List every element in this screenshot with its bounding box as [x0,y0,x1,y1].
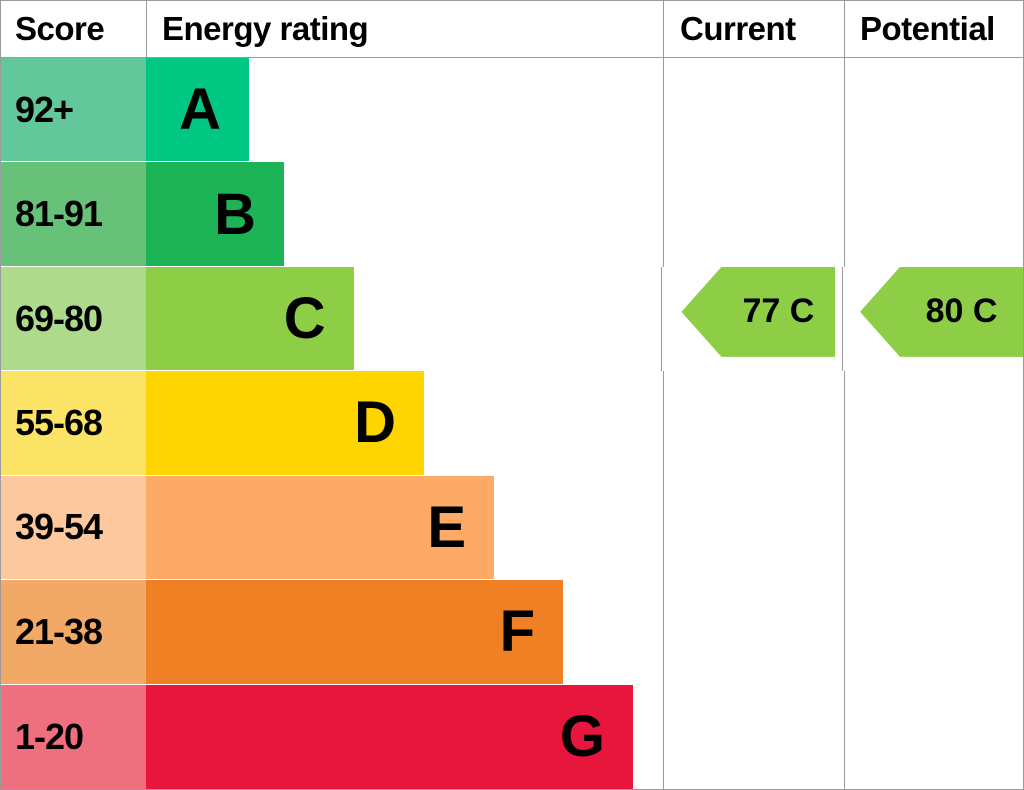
score-label: 81-91 [15,193,103,235]
potential-cell [844,684,1023,789]
header-current-label: Current [680,10,796,47]
header-score-label: Score [15,10,105,47]
rating-bar: B [146,162,284,267]
header-current: Current [663,1,844,57]
potential-cell [844,162,1023,267]
band-row: 39-54 E [1,475,1023,581]
score-label: 21-38 [15,610,103,652]
potential-cell [844,475,1023,581]
score-cell: 81-91 [1,162,146,267]
table-header: Score Energy rating Current Potential [1,1,1023,58]
potential-rating-value: 80 C [925,292,998,331]
band-row: 81-91 B [1,162,1023,267]
score-label: 1-20 [15,715,84,757]
potential-cell: 80 C [842,266,1023,372]
current-cell [663,580,844,685]
score-cell: 21-38 [1,580,146,685]
potential-cell [844,371,1023,476]
rating-bar-area: F [146,580,663,685]
rating-letter: E [427,494,466,560]
potential-rating-arrow: 80 C [860,266,1023,357]
rating-bar-area: E [146,475,663,581]
current-cell [663,371,844,476]
score-label: 92+ [15,88,74,130]
current-cell [663,684,844,789]
current-cell [663,475,844,581]
rating-letter: G [559,704,605,770]
potential-cell [844,580,1023,685]
header-energy-rating-label: Energy rating [162,10,369,47]
band-row: 21-38 F [1,580,1023,685]
rating-letter: A [179,77,221,143]
header-potential: Potential [844,1,1023,57]
score-cell: 39-54 [1,475,146,581]
rating-letter: B [214,181,256,247]
current-cell: 77 C [661,266,842,372]
rating-bar: C [145,266,354,372]
rating-bar-area: G [146,684,663,789]
current-rating-value: 77 C [742,292,815,331]
potential-cell [844,58,1023,163]
score-cell: 1-20 [1,684,146,789]
rating-bar: G [146,684,633,789]
rating-bar: D [146,371,424,476]
score-cell: 55-68 [1,371,146,476]
current-rating-arrow: 77 C [681,266,836,357]
rating-bar-area: B [146,162,663,267]
rating-bar: E [146,475,494,581]
band-row: 1-20 G [1,684,1023,789]
score-cell: 92+ [1,58,146,163]
score-label: 39-54 [15,506,103,548]
header-score: Score [1,1,146,57]
rating-table-body: 92+ A 81-91 B 69-80 C 77 C 80 C [1,58,1023,789]
rating-letter: C [283,286,326,352]
rating-bar-area: D [146,371,663,476]
rating-bar: A [146,58,249,163]
rating-bar: F [146,580,563,685]
current-cell [663,162,844,267]
rating-bar-area: A [146,58,663,163]
header-potential-label: Potential [860,10,995,47]
rating-letter: F [499,599,535,665]
current-cell [663,58,844,163]
band-row: 92+ A [1,58,1023,163]
header-energy-rating: Energy rating [146,1,663,57]
band-row: 69-80 C 77 C 80 C [1,266,1023,372]
rating-bar-area: C [145,266,662,372]
band-row: 55-68 D [1,371,1023,476]
rating-letter: D [354,390,396,456]
score-label: 55-68 [15,401,103,443]
score-cell: 69-80 [1,266,146,372]
score-label: 69-80 [15,297,103,339]
